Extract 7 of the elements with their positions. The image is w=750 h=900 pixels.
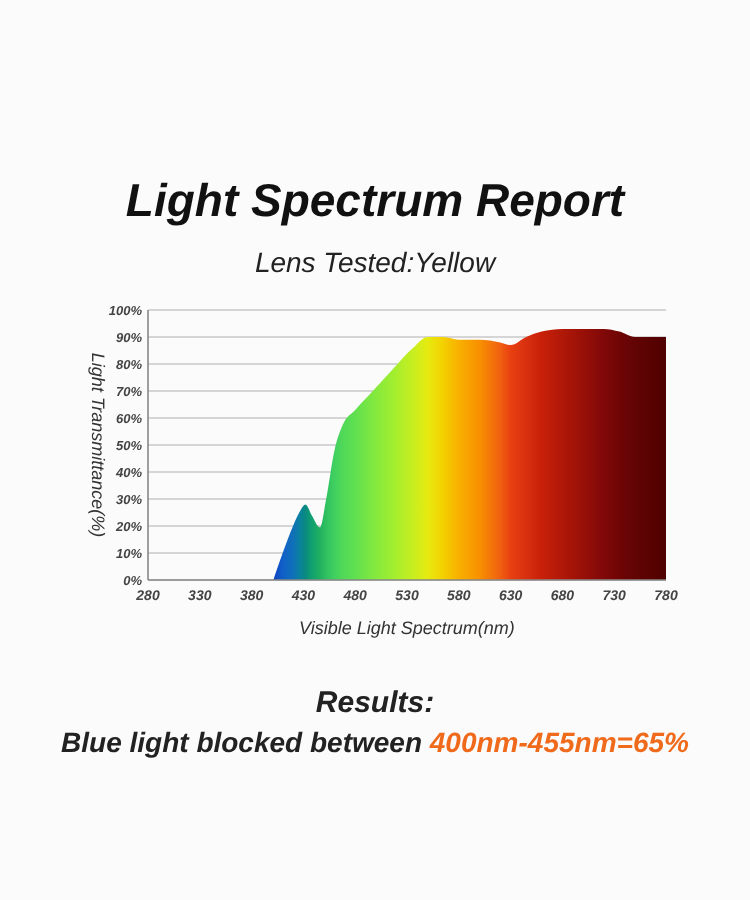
chart-title: Light Spectrum Report: [125, 174, 627, 226]
text: 400nm-455nm=65%: [422, 726, 691, 758]
text: Blue light blocked between: [61, 726, 422, 758]
text: Results:: [315, 686, 435, 720]
y-axis-title: Light Transmittance(%): [88, 352, 108, 538]
chart-subtitle: Lens Tested:Yellow: [254, 246, 497, 278]
x-axis-title: Visible Light Spectrum(nm): [299, 618, 515, 638]
